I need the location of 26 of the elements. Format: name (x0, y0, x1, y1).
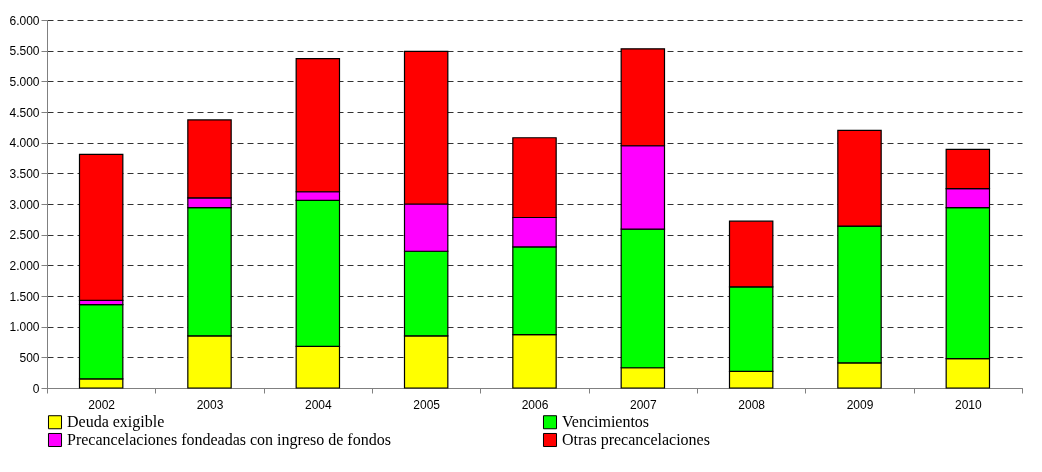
x-tick-label: 2010 (954, 397, 982, 412)
y-tick-label: 4.000 (9, 136, 40, 151)
x-tick-label: 2008 (738, 397, 766, 412)
y-tick-label: 6.000 (9, 13, 40, 28)
y-tick-label: 1.000 (9, 320, 40, 335)
y-tick-label: 3.500 (9, 166, 40, 181)
y-tick-label: 2.000 (9, 258, 40, 273)
x-tick-label: 2004 (304, 397, 332, 412)
y-tick-label: 4.500 (9, 105, 40, 120)
legend-label: Vencimientos (562, 413, 650, 431)
x-tick-label: 2003 (196, 397, 224, 412)
y-tick-label: 5.500 (9, 44, 40, 59)
y-tick-label: 1.500 (9, 289, 40, 304)
legend-label: Deuda exigible (67, 413, 165, 432)
y-tick-label: 2.500 (9, 228, 40, 243)
legend-label: Precancelaciones fondeadas con ingreso de fondos (67, 431, 391, 449)
x-tick-label: 2002 (88, 397, 116, 412)
x-tick-label: 2005 (413, 397, 441, 412)
y-tick-label: 5.000 (9, 74, 40, 89)
x-tick-label: 2007 (629, 397, 657, 412)
x-tick-label: 2006 (521, 397, 549, 412)
y-tick-label: 0 (32, 381, 40, 396)
y-tick-label: 3.000 (9, 197, 40, 212)
y-tick-label: 500 (19, 350, 40, 365)
legend-label: Otras precancelaciones (562, 431, 710, 449)
x-tick-label: 2009 (846, 397, 874, 412)
